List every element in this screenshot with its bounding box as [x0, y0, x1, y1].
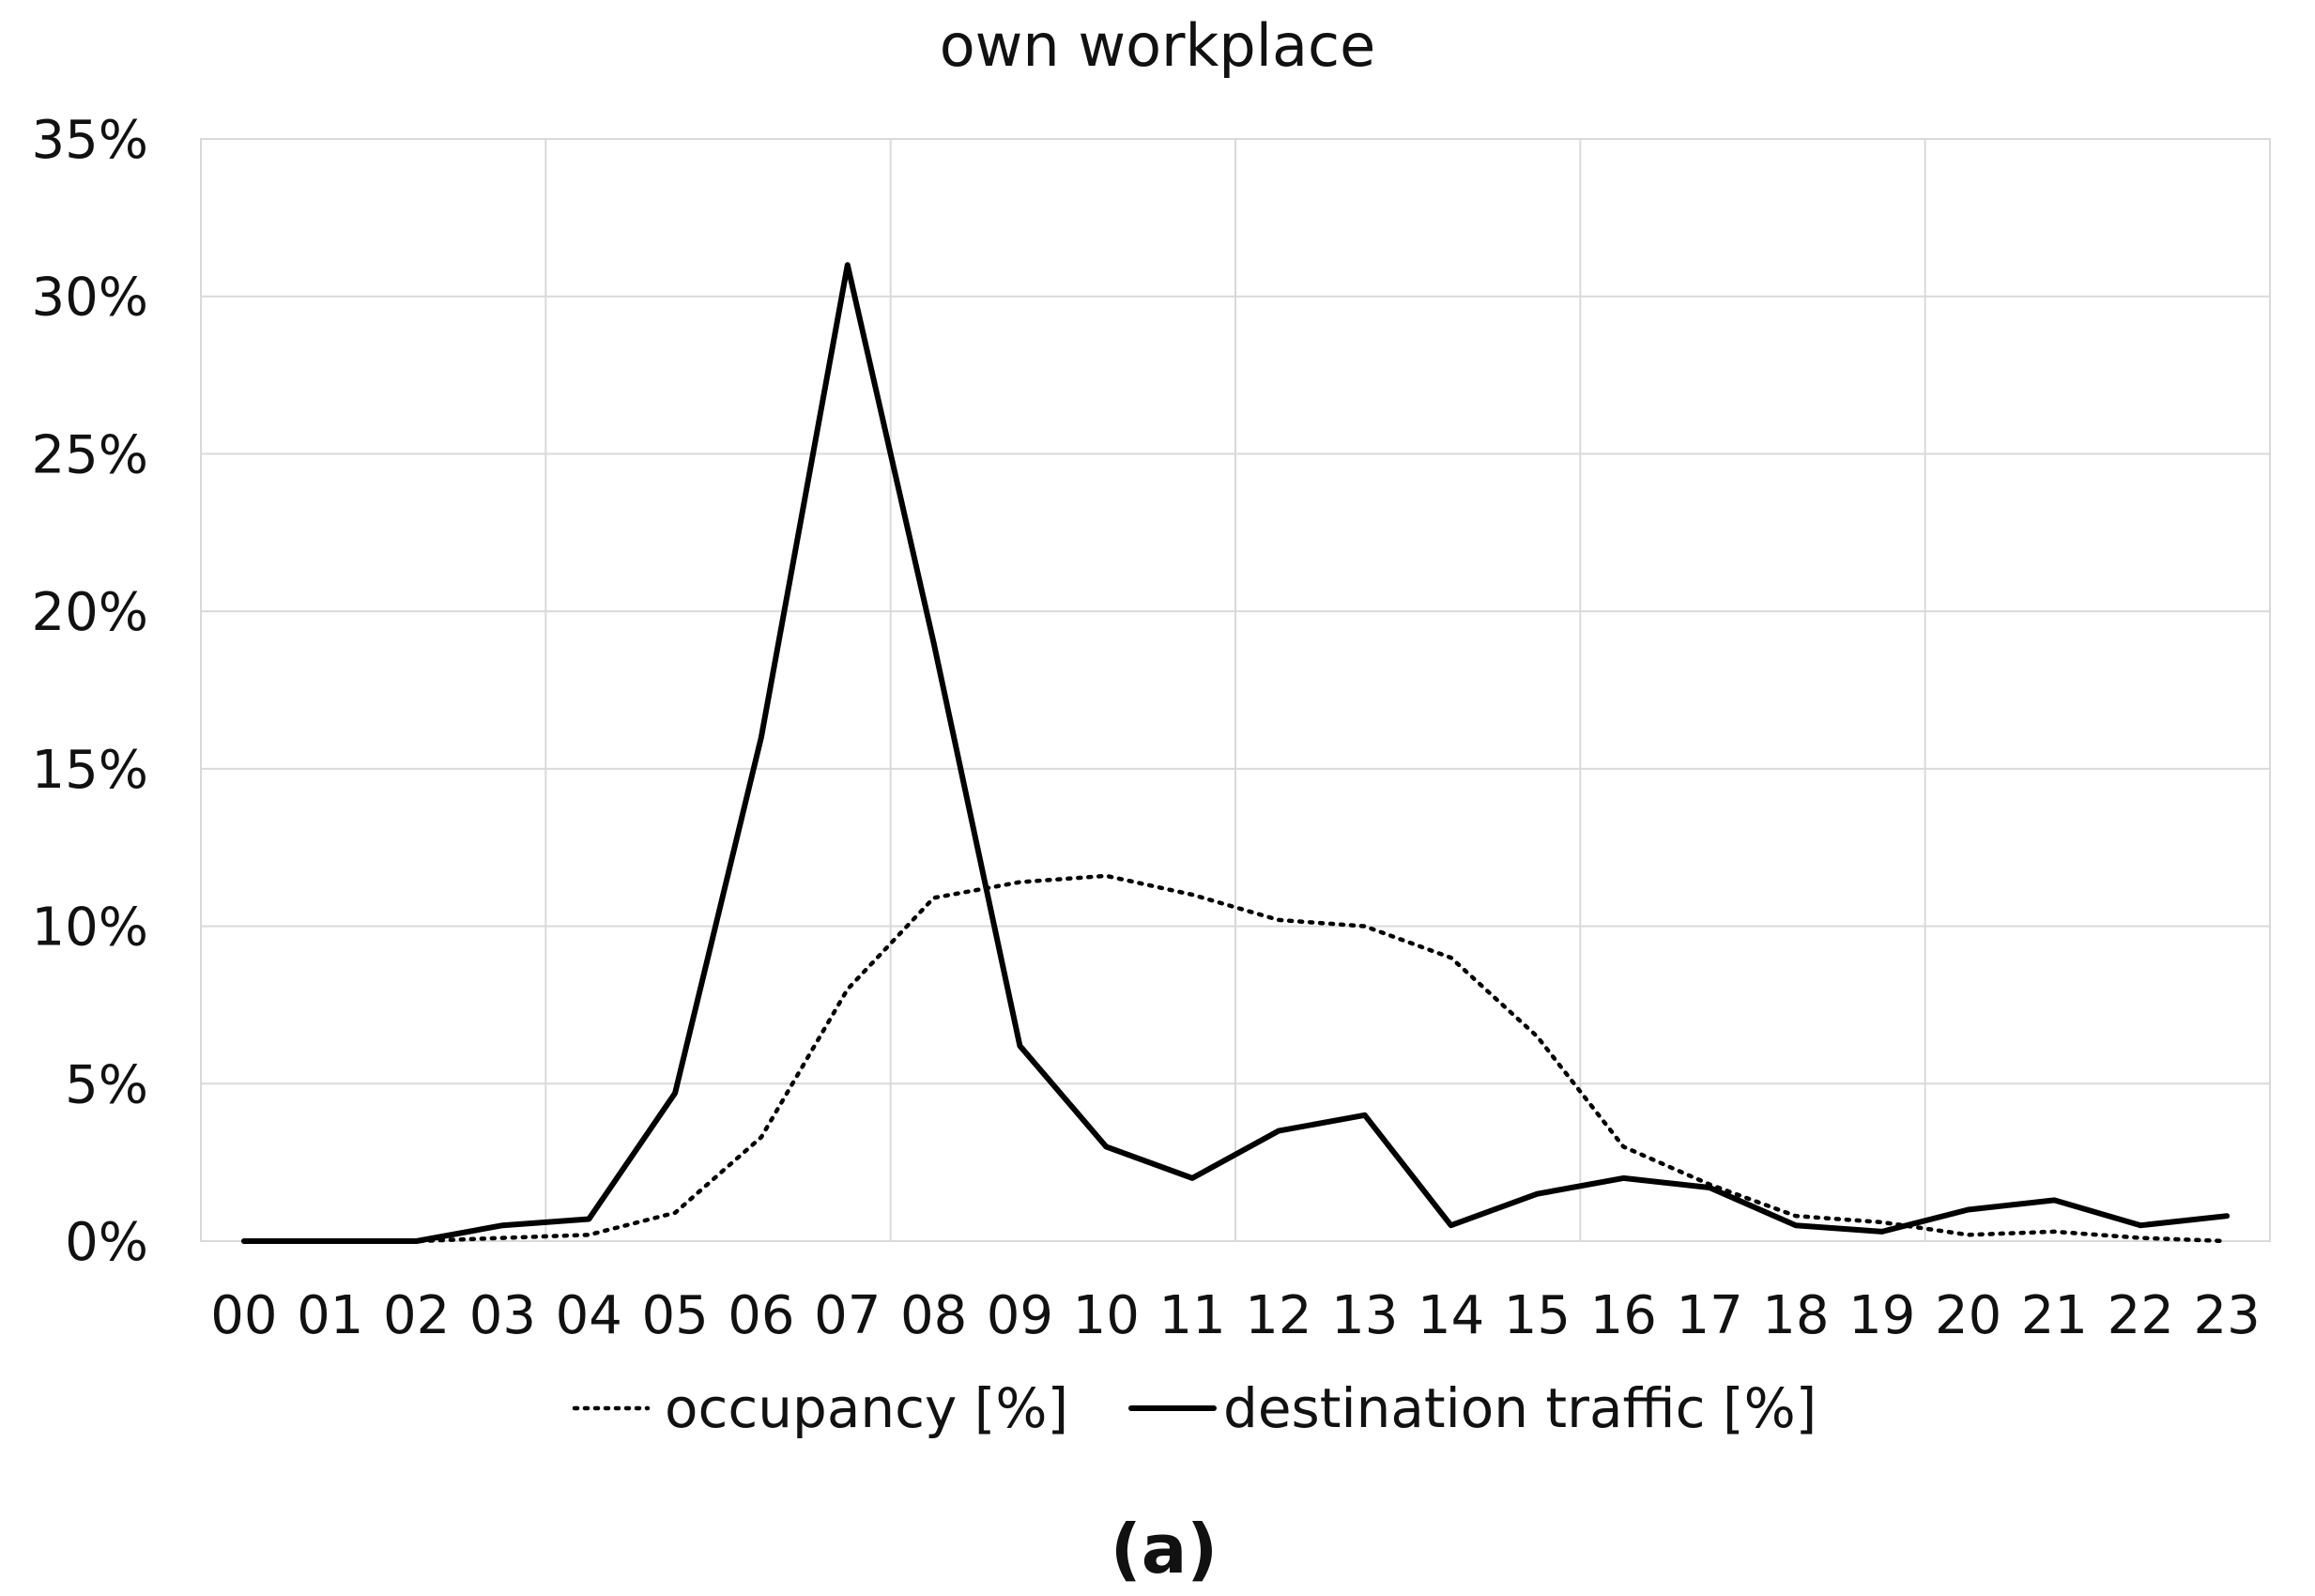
- x-tick-label: 13: [1331, 1285, 1398, 1346]
- x-tick-label: 07: [814, 1285, 881, 1346]
- x-tick-label: 19: [1848, 1285, 1915, 1346]
- y-tick-label: 0%: [65, 1212, 148, 1273]
- y-tick-label: 15%: [32, 740, 148, 801]
- x-tick-label: 02: [383, 1285, 450, 1346]
- legend-label-occupancy: occupancy [%]: [665, 1376, 1068, 1440]
- x-tick-label: 21: [2021, 1285, 2088, 1346]
- gridlines: [200, 138, 2271, 1242]
- chart-title: own workplace: [940, 11, 1376, 80]
- x-tick-label: 22: [2108, 1285, 2174, 1346]
- x-tick-label: 17: [1676, 1285, 1742, 1346]
- y-tick-label: 35%: [32, 110, 148, 171]
- legend-item-destination-traffic: destination traffic [%]: [1128, 1376, 1817, 1440]
- x-tick-label: 09: [987, 1285, 1053, 1346]
- x-tick-label: 15: [1504, 1285, 1571, 1346]
- x-tick-label: 20: [1935, 1285, 2001, 1346]
- x-tick-label: 11: [1158, 1285, 1225, 1346]
- x-tick-label: 05: [641, 1285, 708, 1346]
- x-tick-label: 01: [297, 1285, 363, 1346]
- series-line-destination-traffic: [240, 262, 2231, 1244]
- x-tick-label: 06: [728, 1285, 794, 1346]
- x-tick-label: 04: [556, 1285, 622, 1346]
- y-axis-ticks: 0% 5% 10% 15% 20% 25% 30% 35%: [32, 110, 148, 1273]
- y-tick-label: 30%: [32, 268, 148, 329]
- legend-item-occupancy: occupancy [%]: [572, 1376, 1068, 1440]
- x-tick-label: 23: [2193, 1285, 2260, 1346]
- x-tick-label: 16: [1590, 1285, 1657, 1346]
- x-tick-label: 03: [469, 1285, 536, 1346]
- x-axis-ticks: 00 01 02 03 04 05 06 07 08 09 10 11 12 13 14 15 16 17 18 19…: [210, 1285, 2260, 1346]
- series-line-occupancy: [241, 873, 2230, 1244]
- series-lines: [240, 262, 2231, 1244]
- x-tick-label: 10: [1073, 1285, 1140, 1346]
- y-tick-label: 25%: [32, 424, 148, 485]
- figure-caption: (a): [1111, 1510, 1218, 1588]
- legend-label-destination-traffic: destination traffic [%]: [1223, 1376, 1817, 1440]
- legend: occupancy [%] destination traffic [%]: [572, 1376, 1817, 1440]
- y-tick-label: 5%: [65, 1054, 148, 1115]
- x-tick-label: 14: [1418, 1285, 1484, 1346]
- x-tick-label: 08: [900, 1285, 967, 1346]
- y-tick-label: 20%: [32, 582, 148, 643]
- x-tick-label: 18: [1762, 1285, 1829, 1346]
- y-tick-label: 10%: [32, 898, 148, 959]
- x-tick-label: 12: [1245, 1285, 1311, 1346]
- x-tick-label: 00: [210, 1285, 277, 1346]
